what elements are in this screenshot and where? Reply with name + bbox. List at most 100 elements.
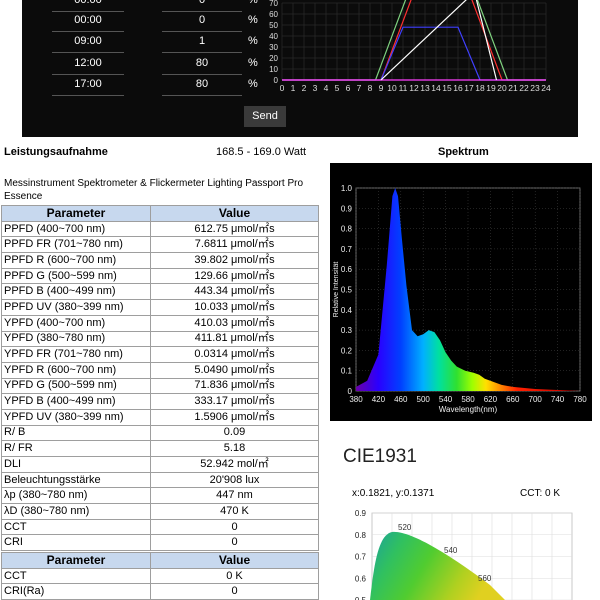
value-cell: 5.0490 μmol/㎡s xyxy=(150,361,319,379)
value-cell: 443.34 μmol/㎡s xyxy=(150,283,319,301)
spectrum-chart: 380 420 460 500 540 580 620 660 700 740 780 1.0 0.9 0… xyxy=(333,184,587,414)
table-row: CRI(Ra) 0 xyxy=(1,583,319,600)
parameter-cell: CRI(Ra) xyxy=(1,583,151,600)
wavelength-label: 520 xyxy=(398,523,412,532)
table-row: YPFD R (600~700 nm) 5.0490 μmol/㎡s xyxy=(1,361,319,379)
x-tick-label: 24 xyxy=(541,83,551,93)
x-axis-label: Wavelength(nm) xyxy=(439,405,498,414)
x-tick-label: 18 xyxy=(475,83,485,93)
x-tick-label: 17 xyxy=(464,83,474,93)
parameter-cell: R/ B xyxy=(1,424,151,442)
parameter-cell: PPFD B (400~499 nm) xyxy=(1,283,151,301)
schedule-value[interactable]: 0 xyxy=(198,14,206,26)
schedule-value-underline xyxy=(162,52,242,53)
table-row: CRI 0 xyxy=(1,534,319,552)
y-tick-label: 0.9 xyxy=(341,204,353,213)
table-row: R/ B 0.09 xyxy=(1,424,319,442)
x-tick-label: 2 xyxy=(302,83,307,93)
schedule-value[interactable]: 0 xyxy=(198,0,206,6)
schedule-value-underline xyxy=(162,74,242,75)
parameter-cell: λD (380~780 nm) xyxy=(1,503,151,520)
spectrum-title: Spektrum xyxy=(438,146,489,158)
value-cell: 71.836 μmol/㎡s xyxy=(150,377,319,395)
schedule-value-underline xyxy=(162,31,242,32)
wavelength-label: 540 xyxy=(444,546,458,555)
parameter-cell: YPFD FR (701~780 nm) xyxy=(1,346,151,363)
x-tick-label: 14 xyxy=(431,83,441,93)
x-tick-label: 4 xyxy=(324,83,329,93)
value-cell: 0 xyxy=(150,518,319,536)
table-header-row: Parameter Value xyxy=(1,552,319,569)
wavelength-label: 560 xyxy=(478,574,492,583)
value-cell: 10.033 μmol/㎡s xyxy=(150,299,319,316)
schedule-value[interactable]: 1 xyxy=(198,35,206,47)
x-tick-label: 500 xyxy=(417,395,431,404)
send-button[interactable]: Send xyxy=(244,106,286,127)
x-tick-label: 9 xyxy=(379,83,384,93)
schedule-row: 12:00 80% xyxy=(52,57,262,77)
parameter-cell: YPFD UV (380~399 nm) xyxy=(1,408,151,426)
y-tick-label: 0.3 xyxy=(341,326,353,335)
table-row: λD (380~780 nm) 470 K xyxy=(1,503,319,520)
schedule-time-underline xyxy=(52,95,124,96)
table-row: YPFD G (500~599 nm) 71.836 μmol/㎡s xyxy=(1,377,319,395)
value-cell: 1.5906 μmol/㎡s xyxy=(150,408,319,426)
x-tick-label: 460 xyxy=(394,395,408,404)
schedule-time[interactable]: 00:00 xyxy=(74,0,102,6)
parameter-table: Parameter Value PPFD (400~700 nm) 612.75 μm… xyxy=(1,205,319,552)
y-tick-label: 10 xyxy=(269,65,278,74)
value-cell: 410.03 μmol/㎡s xyxy=(150,314,319,332)
x-tick-label: 6 xyxy=(346,83,351,93)
x-tick-label: 660 xyxy=(506,395,520,404)
schedule-time[interactable]: 17:00 xyxy=(74,78,102,90)
table-row: YPFD FR (701~780 nm) 0.0314 μmol/㎡s xyxy=(1,346,319,363)
schedule-time[interactable]: 09:00 xyxy=(74,35,102,47)
value-cell: 0.0314 μmol/㎡s xyxy=(150,346,319,363)
table-row: PPFD FR (701~780 nm) 7.6811 μmol/㎡s xyxy=(1,236,319,254)
y-tick-label: 1.0 xyxy=(341,184,353,193)
y-tick-label: 0.8 xyxy=(341,225,353,234)
y-tick-label: 0.2 xyxy=(341,346,353,355)
schedule-value[interactable]: 80 xyxy=(195,78,209,90)
parameter-cell: YPFD (400~700 nm) xyxy=(1,314,151,332)
parameter-table-secondary: Parameter Value CCT 0 K CRI(Ra) 0 xyxy=(1,552,319,600)
y-tick-label: 0 xyxy=(348,387,353,396)
value-cell: 39.802 μmol/㎡s xyxy=(150,252,319,269)
schedule-time[interactable]: 00:00 xyxy=(74,14,102,26)
parameter-cell: λp (380~780 nm) xyxy=(1,487,151,505)
table-row: DLI 52.942 mol/㎡ xyxy=(1,456,319,473)
header-value: Value xyxy=(150,205,319,222)
value-cell: 7.6811 μmol/㎡s xyxy=(150,236,319,254)
schedule-time-underline xyxy=(52,11,124,12)
schedule-row: 09:00 1% xyxy=(52,35,262,55)
schedule-value[interactable]: 80 xyxy=(195,57,209,69)
x-tick-label: 15 xyxy=(442,83,452,93)
schedule-time[interactable]: 12:00 xyxy=(74,57,102,69)
schedule-row: 00:00 0% xyxy=(52,14,262,34)
table-row: PPFD UV (380~399 nm) 10.033 μmol/㎡s xyxy=(1,299,319,316)
x-tick-label: 12 xyxy=(409,83,419,93)
value-cell: 612.75 μmol/㎡s xyxy=(150,220,319,238)
y-tick-label: 0 xyxy=(274,76,279,85)
y-tick-label: 60 xyxy=(269,10,278,19)
parameter-cell: PPFD G (500~599 nm) xyxy=(1,267,151,285)
table-row: YPFD (400~700 nm) 410.03 μmol/㎡s xyxy=(1,314,319,332)
value-cell: 5.18 xyxy=(150,440,319,457)
cie-coordinates: x:0.1821, y:0.1371 xyxy=(352,488,435,499)
y-tick-label: 0.8 xyxy=(355,531,367,540)
y-tick-label: 50 xyxy=(269,21,278,30)
x-tick-label: 580 xyxy=(461,395,475,404)
table-row: PPFD G (500~599 nm) 129.66 μmol/㎡s xyxy=(1,267,319,285)
schedule-series-line xyxy=(380,0,498,81)
cie-title: CIE1931 xyxy=(343,446,417,467)
power-label: Leistungsaufnahme xyxy=(4,146,108,158)
parameter-cell: PPFD (400~700 nm) xyxy=(1,220,151,238)
y-tick-label: 0.6 xyxy=(355,574,367,583)
schedule-panel: 00:00 0% 00:00 0% 09:00 1% 12:00 80% 17:00 80% 70… xyxy=(22,0,578,137)
value-cell: 333.17 μmol/㎡s xyxy=(150,393,319,410)
x-tick-label: 10 xyxy=(387,83,397,93)
parameter-cell: CRI xyxy=(1,534,151,552)
x-tick-label: 21 xyxy=(508,83,518,93)
x-tick-label: 11 xyxy=(399,83,408,93)
